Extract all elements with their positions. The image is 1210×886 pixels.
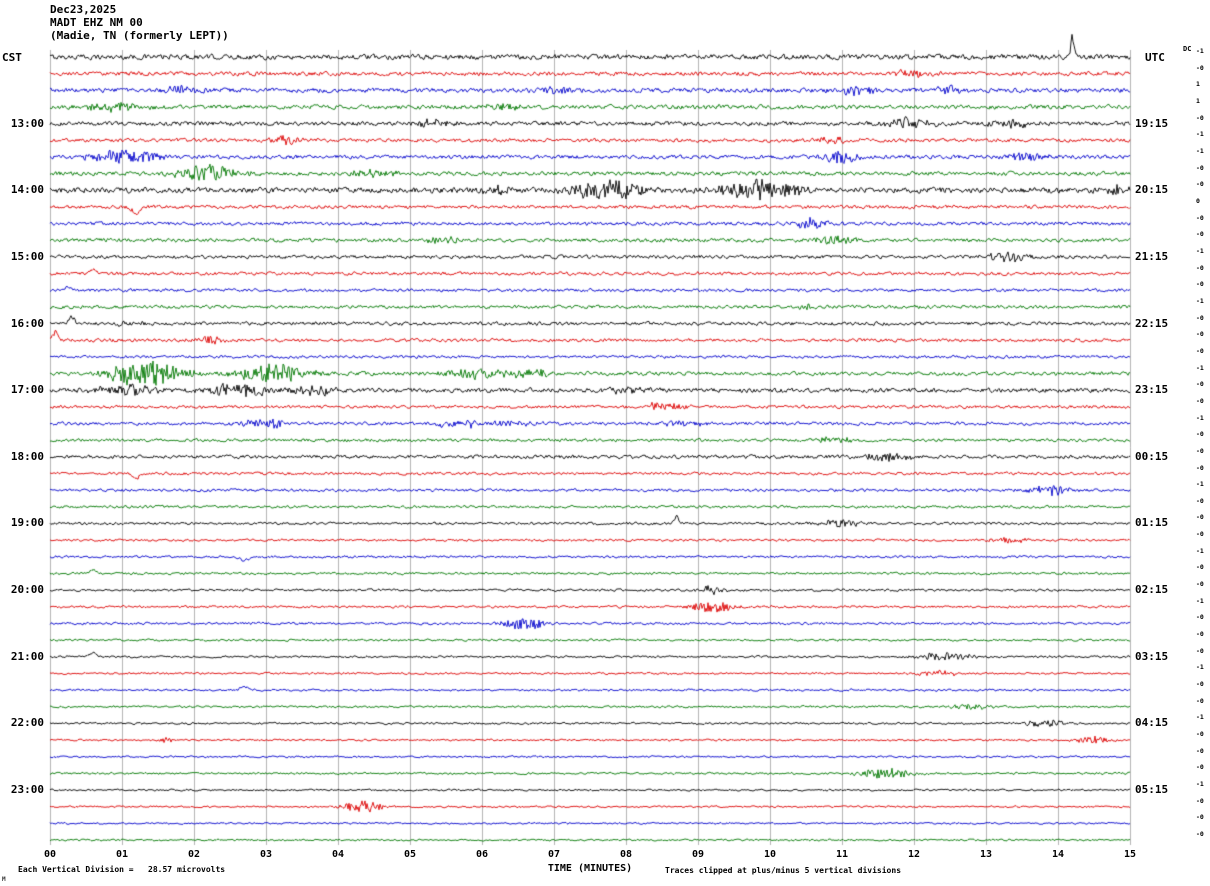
minute-tick-label: 11	[835, 849, 849, 860]
dc-offset-value: -0	[1196, 346, 1204, 355]
dc-offset-value: -0	[1196, 580, 1204, 589]
right-hour-label: 05:15	[1135, 783, 1169, 797]
dc-offset-value: -0	[1196, 730, 1204, 739]
scale-note: Each Vertical Division = 28.57 microvolt…	[18, 865, 226, 874]
dc-offset-value: -0	[1196, 330, 1204, 339]
dc-offset-value: -0	[1196, 813, 1204, 822]
minute-tick-label: 10	[763, 849, 777, 860]
dc-offset-value: -1	[1196, 246, 1204, 255]
corner-mark: M	[2, 876, 6, 883]
minute-tick-label: 08	[619, 849, 633, 860]
dc-column-header: DC	[1183, 45, 1192, 53]
dc-offset-value: 1	[1196, 96, 1200, 105]
dc-offset-value: -1	[1196, 47, 1204, 55]
minute-tick-label: 06	[475, 849, 489, 860]
dc-offset-value: -1	[1196, 296, 1204, 305]
minute-tick-label: 15	[1123, 849, 1137, 860]
x-axis-title: TIME (MINUTES)	[547, 863, 633, 874]
dc-offset-value: -0	[1196, 696, 1204, 705]
dc-offset-value: -0	[1196, 213, 1204, 222]
right-hour-label: 21:15	[1135, 249, 1169, 263]
left-hour-label: 22:00	[10, 716, 44, 730]
dc-offset-value: -0	[1196, 613, 1204, 622]
dc-offset-value: -0	[1196, 63, 1204, 72]
right-hour-label: 20:15	[1135, 183, 1169, 197]
minute-tick-label: 04	[331, 849, 345, 860]
left-hour-label: 21:00	[10, 649, 44, 663]
dc-offset-value: -0	[1196, 563, 1204, 572]
dc-offset-value: -0	[1196, 430, 1204, 439]
dc-offset-value: -1	[1196, 663, 1204, 672]
dc-offset-value: -0	[1196, 463, 1204, 472]
minute-tick-label: 05	[403, 849, 417, 860]
minute-tick-label: 00	[43, 849, 57, 860]
left-hour-label: 13:00	[10, 116, 44, 130]
dc-offset-value: -0	[1196, 796, 1204, 805]
right-hour-label: 00:15	[1135, 449, 1169, 463]
clip-note: Traces clipped at plus/minus 5 vertical …	[665, 866, 902, 875]
dc-offset-value: -0	[1196, 646, 1204, 655]
dc-offset-value: -1	[1196, 780, 1204, 789]
dc-offset-value: -0	[1196, 280, 1204, 289]
right-hour-label: 19:15	[1135, 116, 1169, 130]
dc-offset-value: -1	[1196, 363, 1204, 372]
dc-offset-value: 0	[1196, 196, 1200, 205]
dc-offset-value: 1	[1196, 80, 1200, 89]
minute-tick-label: 03	[259, 849, 273, 860]
dc-offset-value: -1	[1196, 713, 1204, 722]
station-label: MADT EHZ NM 00	[50, 16, 143, 29]
dc-offset-value: -1	[1196, 413, 1204, 422]
dc-offset-value: -0	[1196, 163, 1204, 172]
left-hour-label: 19:00	[10, 516, 44, 530]
right-hour-label: 01:15	[1135, 516, 1169, 530]
left-hour-label: 14:00	[10, 183, 44, 197]
dc-offset-value: -0	[1196, 530, 1204, 539]
right-hour-label: 03:15	[1135, 649, 1169, 663]
left-hour-label: 16:00	[10, 316, 44, 330]
dc-offset-value: -1	[1196, 480, 1204, 489]
dc-offset-value: -0	[1196, 263, 1204, 272]
dc-offset-value: -1	[1196, 146, 1204, 155]
dc-offset-value: -0	[1196, 680, 1204, 689]
left-hour-label: 18:00	[10, 449, 44, 463]
dc-offset-value: -0	[1196, 446, 1204, 455]
dc-offset-value: -1	[1196, 596, 1204, 605]
dc-offset-value: -1	[1196, 130, 1204, 139]
left-timezone-label: CST	[2, 51, 22, 64]
left-hour-label: 20:00	[10, 583, 44, 597]
dc-offset-value: -0	[1196, 180, 1204, 189]
right-hour-label: 23:15	[1135, 383, 1169, 397]
minute-tick-label: 13	[979, 849, 993, 860]
dc-offset-value: -0	[1196, 830, 1204, 839]
dc-offset-value: -0	[1196, 763, 1204, 772]
left-hour-label: 15:00	[10, 249, 44, 263]
date-label: Dec23,2025	[50, 3, 117, 16]
minute-tick-label: 02	[187, 849, 201, 860]
dc-offset-value: -0	[1196, 513, 1204, 522]
right-hour-label: 02:15	[1135, 583, 1169, 597]
right-hour-label: 04:15	[1135, 716, 1169, 730]
minute-tick-label: 01	[115, 849, 129, 860]
left-hour-label: 23:00	[10, 783, 44, 797]
right-timezone-label: UTC	[1145, 51, 1165, 64]
dc-offset-value: -0	[1196, 230, 1204, 239]
dc-offset-value: -0	[1196, 746, 1204, 755]
dc-offset-value: -0	[1196, 630, 1204, 639]
dc-offset-value: -1	[1196, 546, 1204, 555]
dc-offset-value: -0	[1196, 113, 1204, 122]
dc-offset-value: -0	[1196, 396, 1204, 405]
minute-tick-label: 12	[907, 849, 921, 860]
location-label: (Madie, TN (formerly LEPT))	[50, 29, 229, 42]
minute-tick-label: 07	[547, 849, 561, 860]
dc-offset-value: -0	[1196, 496, 1204, 505]
minute-tick-label: 09	[691, 849, 705, 860]
left-hour-label: 17:00	[10, 383, 44, 397]
minute-tick-label: 14	[1051, 849, 1065, 860]
dc-offset-value: -0	[1196, 313, 1204, 322]
right-hour-label: 22:15	[1135, 316, 1169, 330]
dc-offset-value: -0	[1196, 380, 1204, 389]
